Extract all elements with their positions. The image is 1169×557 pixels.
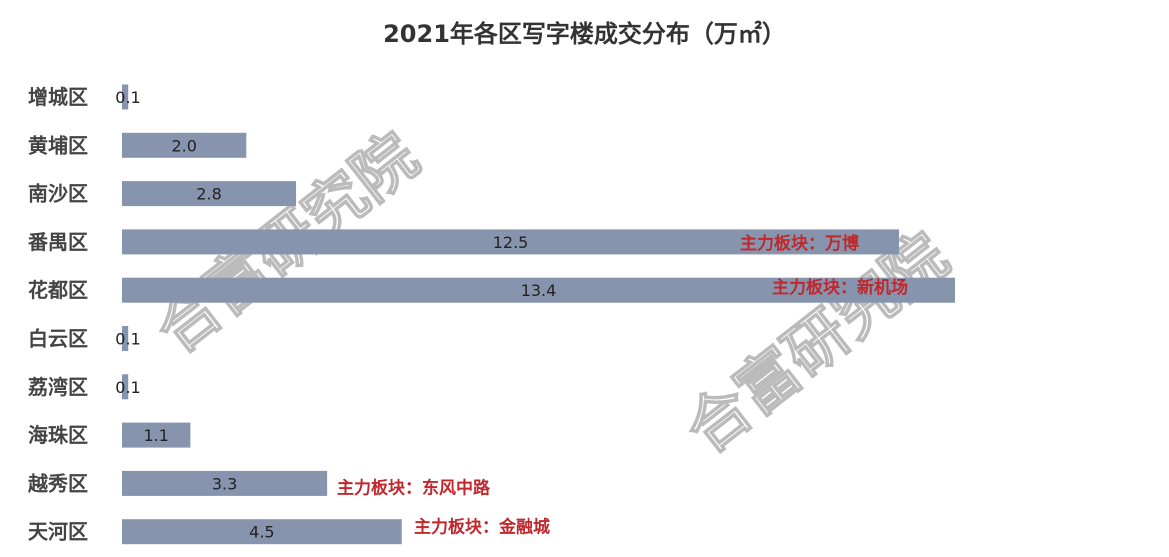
category-label: 黄埔区	[28, 133, 88, 157]
data-label: 0.1	[115, 378, 140, 397]
annotation: 主力板块：万博	[740, 233, 859, 254]
data-label: 1.1	[143, 426, 168, 445]
category-label: 白云区	[28, 327, 88, 351]
category-label: 天河区	[28, 520, 88, 544]
data-label: 2.8	[196, 185, 221, 204]
category-label: 海珠区	[28, 423, 88, 447]
data-label: 2.0	[171, 136, 196, 155]
category-label: 花都区	[28, 278, 88, 302]
category-label: 番禺区	[27, 230, 88, 254]
bar	[122, 374, 129, 400]
annotation: 主力板块：新机场	[772, 277, 908, 298]
bar	[122, 229, 900, 255]
data-label: 13.4	[521, 281, 557, 300]
data-label: 4.5	[249, 523, 274, 542]
category-label: 南沙区	[28, 182, 88, 206]
chart-title: 2021年各区写字楼成交分布（万㎡）	[383, 20, 786, 48]
bar	[122, 84, 129, 110]
annotation: 主力板块：金融城	[414, 517, 550, 538]
bar	[122, 519, 402, 545]
bar	[122, 422, 191, 448]
category-label: 越秀区	[27, 471, 88, 495]
bar	[122, 470, 328, 496]
data-label: 3.3	[212, 474, 237, 493]
data-label: 12.5	[493, 233, 529, 252]
data-label: 0.1	[115, 330, 140, 349]
data-label: 0.1	[115, 88, 140, 107]
category-label: 增城区	[28, 85, 88, 109]
bar	[122, 181, 297, 207]
bar	[122, 132, 247, 158]
annotation: 主力板块：东风中路	[337, 477, 491, 498]
bar	[122, 326, 129, 351]
watermark: 合富研究院	[672, 219, 961, 467]
category-label: 荔湾区	[28, 375, 88, 399]
bar	[122, 277, 955, 303]
